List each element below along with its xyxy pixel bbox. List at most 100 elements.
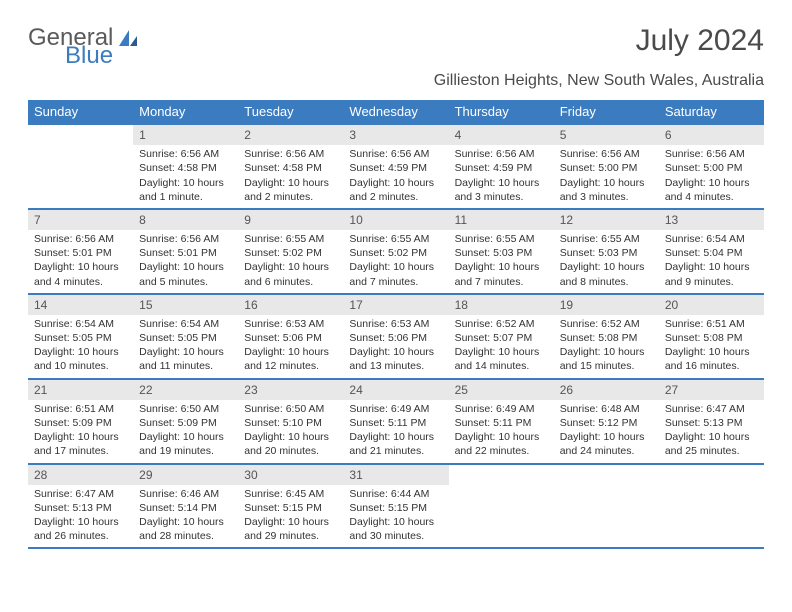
calendar-cell: 10Sunrise: 6:55 AMSunset: 5:02 PMDayligh…	[343, 209, 448, 294]
dayname-saturday: Saturday	[659, 100, 764, 124]
day-content: Sunrise: 6:56 AMSunset: 5:00 PMDaylight:…	[554, 145, 659, 208]
daylight-line: Daylight: 10 hours and 19 minutes.	[139, 430, 232, 458]
sunset-line: Sunset: 5:05 PM	[34, 331, 127, 345]
dayname-tuesday: Tuesday	[238, 100, 343, 124]
day-number: 23	[238, 380, 343, 400]
calendar-cell: 21Sunrise: 6:51 AMSunset: 5:09 PMDayligh…	[28, 379, 133, 464]
day-number: 24	[343, 380, 448, 400]
sunrise-line: Sunrise: 6:53 AM	[244, 317, 337, 331]
day-number: 14	[28, 295, 133, 315]
day-number: 26	[554, 380, 659, 400]
calendar-cell: 2Sunrise: 6:56 AMSunset: 4:58 PMDaylight…	[238, 124, 343, 209]
day-number: 21	[28, 380, 133, 400]
sunset-line: Sunset: 5:11 PM	[455, 416, 548, 430]
day-number: 2	[238, 125, 343, 145]
calendar-cell: 1Sunrise: 6:56 AMSunset: 4:58 PMDaylight…	[133, 124, 238, 209]
day-content: Sunrise: 6:56 AMSunset: 5:01 PMDaylight:…	[28, 230, 133, 293]
logo-sail-icon	[117, 28, 139, 48]
day-number: 20	[659, 295, 764, 315]
sunset-line: Sunset: 5:14 PM	[139, 501, 232, 515]
sunrise-line: Sunrise: 6:51 AM	[665, 317, 758, 331]
calendar-cell	[659, 464, 764, 549]
calendar-cell: 31Sunrise: 6:44 AMSunset: 5:15 PMDayligh…	[343, 464, 448, 549]
calendar-week-row: 14Sunrise: 6:54 AMSunset: 5:05 PMDayligh…	[28, 294, 764, 379]
sunset-line: Sunset: 5:07 PM	[455, 331, 548, 345]
day-number: 16	[238, 295, 343, 315]
sunrise-line: Sunrise: 6:52 AM	[455, 317, 548, 331]
sunset-line: Sunset: 5:05 PM	[139, 331, 232, 345]
dayname-wednesday: Wednesday	[343, 100, 448, 124]
daylight-line: Daylight: 10 hours and 16 minutes.	[665, 345, 758, 373]
sunrise-line: Sunrise: 6:54 AM	[139, 317, 232, 331]
calendar-cell: 3Sunrise: 6:56 AMSunset: 4:59 PMDaylight…	[343, 124, 448, 209]
daylight-line: Daylight: 10 hours and 24 minutes.	[560, 430, 653, 458]
sunset-line: Sunset: 5:06 PM	[244, 331, 337, 345]
day-content: Sunrise: 6:52 AMSunset: 5:08 PMDaylight:…	[554, 315, 659, 378]
day-content: Sunrise: 6:48 AMSunset: 5:12 PMDaylight:…	[554, 400, 659, 463]
daylight-line: Daylight: 10 hours and 12 minutes.	[244, 345, 337, 373]
day-number: 7	[28, 210, 133, 230]
sunset-line: Sunset: 5:09 PM	[34, 416, 127, 430]
day-content: Sunrise: 6:54 AMSunset: 5:05 PMDaylight:…	[133, 315, 238, 378]
sunrise-line: Sunrise: 6:50 AM	[244, 402, 337, 416]
day-content: Sunrise: 6:50 AMSunset: 5:10 PMDaylight:…	[238, 400, 343, 463]
sunset-line: Sunset: 5:15 PM	[349, 501, 442, 515]
calendar-cell: 16 Sunrise: 6:53 AMSunset: 5:06 PMDayligh…	[238, 294, 343, 379]
calendar-cell: 17Sunrise: 6:53 AMSunset: 5:06 PMDayligh…	[343, 294, 448, 379]
day-content: Sunrise: 6:56 AMSunset: 4:59 PMDaylight:…	[343, 145, 448, 208]
daylight-line: Daylight: 10 hours and 4 minutes.	[34, 260, 127, 288]
sunset-line: Sunset: 5:03 PM	[455, 246, 548, 260]
calendar-cell: 30Sunrise: 6:45 AMSunset: 5:15 PMDayligh…	[238, 464, 343, 549]
sunset-line: Sunset: 5:02 PM	[349, 246, 442, 260]
daylight-line: Daylight: 10 hours and 22 minutes.	[455, 430, 548, 458]
day-content: Sunrise: 6:56 AMSunset: 4:59 PMDaylight:…	[449, 145, 554, 208]
day-number: 6	[659, 125, 764, 145]
calendar-cell: 26Sunrise: 6:48 AMSunset: 5:12 PMDayligh…	[554, 379, 659, 464]
dayname-sunday: Sunday	[28, 100, 133, 124]
daylight-line: Daylight: 10 hours and 28 minutes.	[139, 515, 232, 543]
sunrise-line: Sunrise: 6:56 AM	[455, 147, 548, 161]
daylight-line: Daylight: 10 hours and 10 minutes.	[34, 345, 127, 373]
daylight-line: Daylight: 10 hours and 29 minutes.	[244, 515, 337, 543]
sunset-line: Sunset: 4:58 PM	[139, 161, 232, 175]
calendar-cell: 27Sunrise: 6:47 AMSunset: 5:13 PMDayligh…	[659, 379, 764, 464]
day-content: Sunrise: 6:54 AMSunset: 5:04 PMDaylight:…	[659, 230, 764, 293]
day-content: Sunrise: 6:51 AMSunset: 5:09 PMDaylight:…	[28, 400, 133, 463]
daylight-line: Daylight: 10 hours and 1 minute.	[139, 176, 232, 204]
calendar-week-row: 21Sunrise: 6:51 AMSunset: 5:09 PMDayligh…	[28, 379, 764, 464]
calendar-week-row: 1Sunrise: 6:56 AMSunset: 4:58 PMDaylight…	[28, 124, 764, 209]
day-number: 27	[659, 380, 764, 400]
sunrise-line: Sunrise: 6:52 AM	[560, 317, 653, 331]
sunrise-line: Sunrise: 6:55 AM	[349, 232, 442, 246]
sunrise-line: Sunrise: 6:56 AM	[560, 147, 653, 161]
day-number: 22	[133, 380, 238, 400]
sunrise-line: Sunrise: 6:56 AM	[244, 147, 337, 161]
day-content: Sunrise: 6:56 AMSunset: 5:01 PMDaylight:…	[133, 230, 238, 293]
daylight-line: Daylight: 10 hours and 9 minutes.	[665, 260, 758, 288]
sunrise-line: Sunrise: 6:53 AM	[349, 317, 442, 331]
daylight-line: Daylight: 10 hours and 13 minutes.	[349, 345, 442, 373]
day-content: Sunrise: 6:47 AMSunset: 5:13 PMDaylight:…	[659, 400, 764, 463]
day-number: 18	[449, 295, 554, 315]
day-number: 28	[28, 465, 133, 485]
sunrise-line: Sunrise: 6:49 AM	[455, 402, 548, 416]
sunset-line: Sunset: 5:00 PM	[665, 161, 758, 175]
day-number: 12	[554, 210, 659, 230]
sunset-line: Sunset: 4:58 PM	[244, 161, 337, 175]
calendar-week-row: 7Sunrise: 6:56 AMSunset: 5:01 PMDaylight…	[28, 209, 764, 294]
day-content: Sunrise: 6:49 AMSunset: 5:11 PMDaylight:…	[343, 400, 448, 463]
calendar-cell: 15Sunrise: 6:54 AMSunset: 5:05 PMDayligh…	[133, 294, 238, 379]
calendar-cell: 6Sunrise: 6:56 AMSunset: 5:00 PMDaylight…	[659, 124, 764, 209]
day-number: 9	[238, 210, 343, 230]
day-content: Sunrise: 6:56 AMSunset: 5:00 PMDaylight:…	[659, 145, 764, 208]
calendar-cell: 19Sunrise: 6:52 AMSunset: 5:08 PMDayligh…	[554, 294, 659, 379]
daylight-line: Daylight: 10 hours and 6 minutes.	[244, 260, 337, 288]
day-number: 29	[133, 465, 238, 485]
sunrise-line: Sunrise: 6:56 AM	[665, 147, 758, 161]
calendar-cell: 11Sunrise: 6:55 AMSunset: 5:03 PMDayligh…	[449, 209, 554, 294]
day-number: 11	[449, 210, 554, 230]
daylight-line: Daylight: 10 hours and 14 minutes.	[455, 345, 548, 373]
dayname-monday: Monday	[133, 100, 238, 124]
day-content: Sunrise: 6:47 AMSunset: 5:13 PMDaylight:…	[28, 485, 133, 548]
day-content: Sunrise: 6:50 AMSunset: 5:09 PMDaylight:…	[133, 400, 238, 463]
